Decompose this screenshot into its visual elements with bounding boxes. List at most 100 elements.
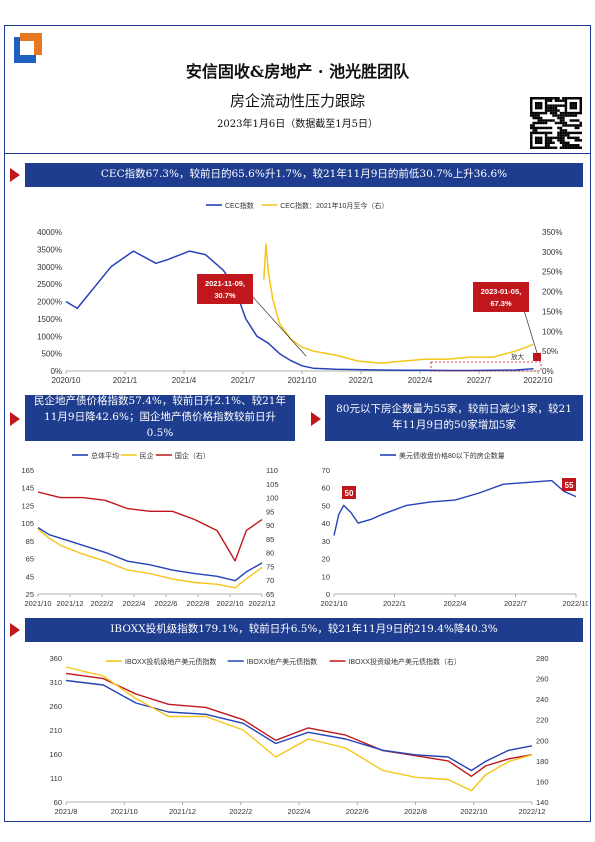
- y2-tick-label: 180: [536, 757, 549, 766]
- y2-tick-label: 350%: [542, 228, 562, 237]
- annotation-box: [197, 274, 253, 304]
- legend-label: 总体平均: [91, 451, 119, 460]
- legend-label: IBOXX投机级地产美元债指数: [125, 657, 216, 666]
- iboxx-chart: IBOXX投机级地产美元债指数 IBOXX地产美元债指数 IBOXX投资级地产美元债…: [49, 654, 549, 816]
- iboxx-hy-line: [65, 666, 533, 792]
- private-bond-banner: 民企地产债价格指数57.4%，较前日升2.1%、较21年11月9日降42.6%；…: [25, 395, 295, 441]
- annotation-value: 67.3%: [490, 299, 512, 308]
- x-tick-label: 2022/12: [248, 599, 275, 608]
- y-tick-label: 60: [322, 484, 330, 493]
- soe-line: [37, 491, 263, 562]
- y-tick-label: 310: [49, 678, 62, 687]
- x-tick-label: 2022/4: [408, 376, 433, 385]
- y2-tick-label: 95: [266, 507, 274, 516]
- qr-code-icon: [530, 97, 582, 149]
- y2-tick-label: 200%: [542, 288, 562, 297]
- zoom-label: 放大: [511, 352, 525, 361]
- annotation-leader: [242, 285, 307, 357]
- x-tick-label: 2022/7: [467, 376, 492, 385]
- x-tick-label: 2021/12: [56, 599, 83, 608]
- y-tick-label: 360: [49, 654, 62, 663]
- y-tick-label: 10: [322, 572, 330, 581]
- y2-tick-label: 75: [266, 562, 274, 571]
- legend-label: CEC指数：2021年10月至今（右）: [280, 201, 388, 210]
- y-tick-label: 70: [322, 466, 330, 475]
- cec-banner: CEC指数67.3%，较前日的65.6%升1.7%，较21年11月9日的前低30…: [25, 163, 583, 187]
- value-badge: [562, 478, 576, 491]
- page-subtitle: 房企流动性压力跟踪: [229, 92, 365, 110]
- x-tick-label: 2022/6: [155, 599, 178, 608]
- avg-line: [37, 527, 263, 582]
- x-tick-label: 2022/4: [444, 599, 467, 608]
- y-tick-label: 125: [21, 501, 34, 510]
- y2-tick-label: 240: [536, 695, 549, 704]
- y2-tick-label: 80: [266, 549, 274, 558]
- y-tick-label: 40: [322, 519, 330, 528]
- x-tick-label: 2020/10: [52, 376, 81, 385]
- x-tick-label: 2021/10: [288, 376, 317, 385]
- x-tick-label: 2022/2: [229, 807, 252, 816]
- x-tick-label: 2022/2: [91, 599, 114, 608]
- x-tick-label: 2022/4: [288, 807, 311, 816]
- arrow-marker-icon: [10, 623, 20, 637]
- y-tick-label: 20: [322, 555, 330, 564]
- y2-tick-label: 160: [536, 777, 549, 786]
- legend-label: IBOXX投资级地产美元债指数（右）: [349, 657, 461, 666]
- value-badge: [342, 486, 356, 499]
- annotation-box: [473, 282, 529, 312]
- y-tick-label: 160: [49, 750, 62, 759]
- y-tick-label: 3000%: [37, 263, 62, 272]
- arrow-marker-icon: [311, 412, 321, 426]
- cec-right-line: [263, 243, 534, 364]
- y-tick-label: 65: [26, 555, 34, 564]
- x-tick-label: 2022/12: [518, 807, 545, 816]
- x-tick-label: 2021/12: [169, 807, 196, 816]
- x-tick-label: 2022/4: [123, 599, 146, 608]
- legend-label: 美元债收盘价格80以下的房企数量: [399, 451, 505, 460]
- value-label: 50: [345, 489, 354, 498]
- x-tick-label: 2022/10: [216, 599, 243, 608]
- arrow-marker-icon: [10, 412, 20, 426]
- x-tick-label: 2022/10: [562, 599, 588, 608]
- legend-label: 国企（右）: [175, 451, 210, 460]
- zoom-box: [430, 361, 542, 372]
- legend-label: IBOXX地产美元债指数: [247, 657, 317, 666]
- y-tick-label: 85: [26, 537, 34, 546]
- legend-label: 民企: [140, 451, 154, 460]
- x-tick-label: 2022/7: [504, 599, 527, 608]
- zoom-arrow-icon: [533, 353, 541, 361]
- y2-tick-label: 140: [536, 798, 549, 807]
- iboxx-banner: IBOXX投机级指数179.1%，较前日升6.5%，较21年11月9日的219.…: [25, 618, 583, 642]
- y-tick-label: 30: [322, 537, 330, 546]
- y-tick-label: 60: [54, 798, 62, 807]
- arrow-marker-icon: [10, 168, 20, 182]
- x-tick-label: 2022/1: [383, 599, 406, 608]
- annotation-value: 30.7%: [214, 291, 236, 300]
- x-tick-label: 2022/8: [187, 599, 210, 608]
- y2-tick-label: 50%: [542, 347, 558, 356]
- y-tick-label: 0: [326, 590, 330, 599]
- y2-tick-label: 200: [536, 736, 549, 745]
- y2-tick-label: 150%: [542, 307, 562, 316]
- y2-tick-label: 90: [266, 521, 274, 530]
- y-tick-label: 45: [26, 572, 34, 581]
- x-tick-label: 2021/7: [231, 376, 256, 385]
- x-tick-label: 2021/10: [24, 599, 51, 608]
- y2-tick-label: 110: [266, 466, 278, 475]
- cec-line: [65, 250, 534, 372]
- value-label: 55: [565, 481, 574, 490]
- y-tick-label: 165: [21, 466, 34, 475]
- logo-icon: [14, 33, 42, 63]
- cec-chart: CEC指数 CEC指数：2021年10月至今（右） 0% 500% 1000% 1500%…: [37, 201, 562, 385]
- y-tick-label: 0%: [50, 367, 62, 376]
- y-tick-label: 1500%: [37, 315, 62, 324]
- count-line: [333, 479, 577, 536]
- x-tick-label: 2022/10: [460, 807, 487, 816]
- page-title: 安信固收&房地产 · 池光胜团队: [185, 62, 410, 81]
- x-tick-label: 2022/1: [349, 376, 374, 385]
- date-line: 2023年1月6日（数据截至1月5日）: [217, 119, 378, 130]
- y-tick-label: 1000%: [37, 332, 62, 341]
- y2-tick-label: 65: [266, 590, 274, 599]
- x-tick-label: 2022/10: [524, 376, 553, 385]
- x-tick-label: 2021/4: [172, 376, 197, 385]
